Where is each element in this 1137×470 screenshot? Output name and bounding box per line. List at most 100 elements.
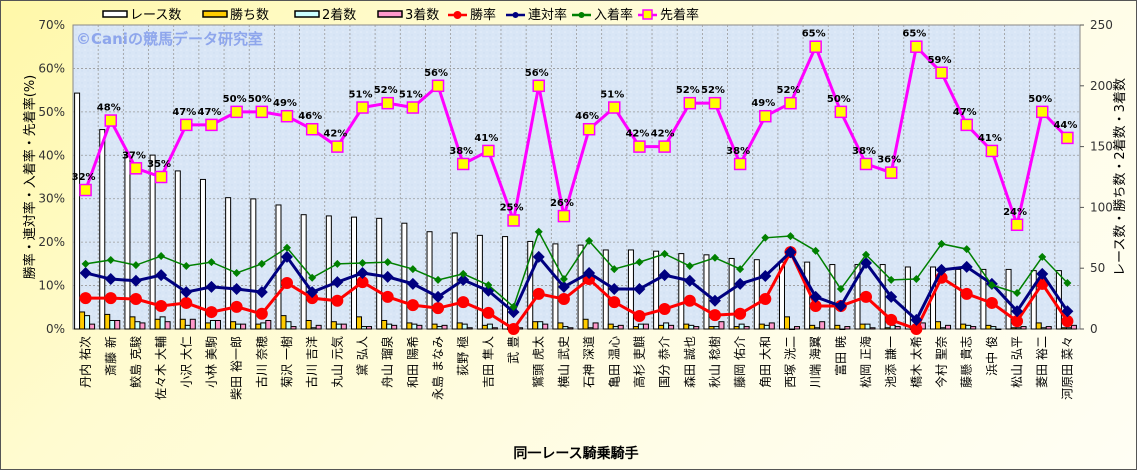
win-rate-point — [860, 290, 873, 303]
placing-rate-point — [887, 275, 896, 284]
legend-swatch — [377, 10, 403, 18]
bar-thirds — [466, 327, 473, 330]
beat-rate-point — [331, 140, 344, 153]
bar-thirds — [441, 324, 448, 330]
bar-races — [225, 197, 232, 330]
bar-races — [199, 178, 206, 330]
bar-seconds — [562, 326, 569, 330]
bar-seconds — [1065, 327, 1072, 330]
beat-rate-point — [431, 79, 445, 93]
bar-races — [300, 214, 307, 330]
legend-label: 先着率 — [660, 7, 699, 23]
bar-races — [74, 92, 81, 330]
placing-rate-point — [257, 259, 266, 268]
beat-rate-point — [582, 122, 596, 136]
win-rate-point — [734, 307, 747, 320]
y-right-tick-label: 100 — [1090, 200, 1113, 214]
y-right-tick-label: 150 — [1090, 140, 1113, 154]
win-rate-point — [155, 299, 168, 312]
placing-rate-point — [1038, 252, 1047, 261]
bar-seconds — [486, 323, 493, 330]
legend-label: 2着数 — [322, 7, 356, 23]
bar-seconds — [159, 316, 166, 330]
bar-thirds — [89, 323, 96, 330]
beat-rate-point — [230, 105, 243, 119]
bar-seconds — [1015, 327, 1022, 330]
quinella-rate-point — [507, 306, 520, 319]
placing-rate-point — [585, 236, 594, 245]
placing-rate-point — [912, 275, 921, 284]
placing-rate-point — [509, 302, 518, 311]
beat-rate-data-label: 42% — [651, 129, 675, 140]
beat-rate-point — [557, 209, 571, 223]
beat-rate-point — [255, 105, 269, 119]
beat-rate-point — [809, 40, 822, 53]
beat-rate-point — [180, 118, 193, 132]
bar-thirds — [844, 326, 851, 330]
beat-rate-data-label: 46% — [575, 111, 599, 122]
y-left-tick-label: 20% — [38, 235, 65, 249]
beat-rate-point — [960, 118, 973, 132]
placing-rate-point — [106, 255, 115, 264]
legend-swatch — [102, 10, 128, 18]
bar-thirds — [718, 321, 725, 330]
bar-thirds — [139, 322, 146, 330]
bar-seconds — [763, 324, 770, 330]
beat-rate-point — [482, 144, 495, 158]
bar-seconds — [285, 321, 292, 330]
bar-thirds — [995, 328, 1002, 330]
bar-thirds — [894, 326, 901, 330]
bar-wins — [179, 318, 186, 330]
bar-seconds — [109, 319, 116, 330]
quinella-rate-point — [129, 274, 142, 287]
beat-rate-point — [381, 96, 394, 110]
beat-rate-data-label: 65% — [902, 29, 926, 40]
x-tick-label: 菊沢 一樹 — [280, 336, 294, 388]
x-tick-label: 池添 謙一 — [884, 336, 898, 388]
beat-rate-data-label: 51% — [349, 90, 373, 101]
bar-wins — [255, 323, 262, 330]
beat-rate-data-label: 51% — [600, 90, 624, 101]
quinella-rate-point — [331, 276, 344, 289]
placing-rate-point — [81, 259, 90, 268]
bar-races — [753, 259, 760, 330]
beat-rate-data-label: 50% — [1028, 94, 1052, 105]
bar-seconds — [184, 324, 191, 330]
beat-rate-data-label: 46% — [298, 111, 322, 122]
x-tick-label: 柴田 裕一郎 — [229, 336, 244, 400]
win-rate-point — [230, 300, 243, 313]
win-rate-point — [1061, 315, 1074, 328]
x-tick-label: 亀田 温心 — [607, 336, 621, 388]
bar-seconds — [612, 326, 619, 330]
beat-rate-data-label: 41% — [474, 133, 498, 144]
beat-rate-point — [1010, 218, 1024, 232]
x-tick-label: 武 豊 — [507, 336, 521, 364]
bar-races — [879, 264, 886, 330]
bar-races — [325, 215, 332, 330]
x-tick-label: 古川 吉洋 — [304, 336, 319, 388]
beat-rate-data-label: 56% — [424, 68, 448, 79]
beat-rate-data-label: 38% — [852, 146, 876, 157]
win-rate-point — [432, 302, 445, 315]
bar-seconds — [663, 322, 670, 330]
bar-thirds — [315, 324, 322, 330]
x-tick-label: 河原田 菜々 — [1060, 336, 1074, 400]
placing-rate-point — [610, 265, 619, 274]
bar-wins — [1010, 327, 1017, 330]
win-rate-point — [1011, 315, 1024, 328]
bar-thirds — [1020, 326, 1027, 330]
quinella-rate-point — [104, 273, 117, 286]
beat-rate-point — [456, 157, 470, 171]
win-rate-point — [985, 296, 998, 309]
beat-rate-point — [910, 40, 923, 53]
x-tick-label: 荻野 極 — [455, 336, 470, 376]
watermark: ©Caniの競馬データ研究室 — [76, 30, 263, 48]
x-tick-label: 佐々木 大輔 — [154, 336, 168, 400]
legend-marker — [578, 12, 585, 18]
beat-rate-point — [884, 166, 898, 179]
bar-wins — [884, 327, 891, 330]
bar-wins — [154, 318, 161, 330]
quinella-rate-point — [230, 283, 243, 296]
y-left-tick-label: 50% — [38, 105, 65, 119]
quinella-rate-point — [885, 290, 898, 303]
